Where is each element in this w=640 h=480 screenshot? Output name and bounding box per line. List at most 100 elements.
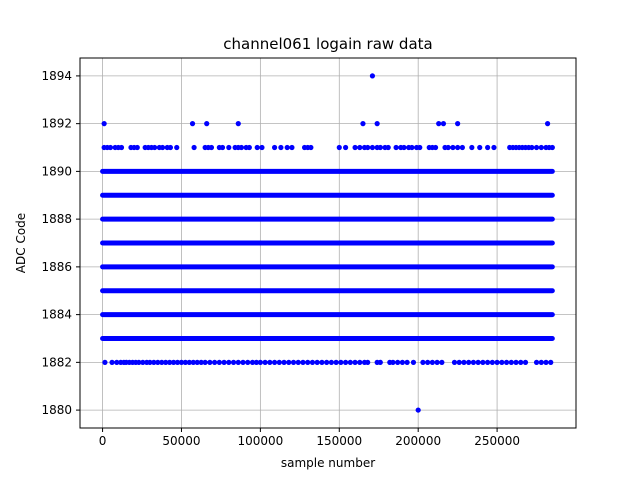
data-point	[314, 359, 320, 365]
data-point	[238, 144, 245, 151]
data-point	[235, 359, 241, 365]
data-point	[259, 144, 265, 151]
data-point	[328, 359, 334, 365]
data-point	[342, 359, 349, 365]
data-point	[286, 359, 292, 365]
data-point	[281, 359, 287, 365]
data-point	[450, 144, 456, 151]
data-point	[174, 359, 181, 365]
data-point	[420, 359, 426, 365]
data-point	[445, 144, 451, 151]
data-point	[365, 144, 371, 151]
data-point	[221, 359, 227, 365]
data-point	[352, 359, 358, 365]
data-point	[219, 144, 226, 151]
data-point	[230, 359, 237, 365]
data-point	[461, 359, 467, 365]
data-point	[167, 144, 174, 151]
data-point	[152, 144, 158, 151]
data-point	[102, 359, 108, 365]
data-point	[186, 359, 192, 365]
data-point	[544, 121, 551, 127]
data-points	[100, 73, 555, 413]
data-point	[189, 121, 196, 127]
data-point	[333, 359, 339, 365]
data-point	[101, 121, 107, 127]
data-point	[409, 144, 415, 151]
data-point	[300, 359, 306, 365]
data-point	[377, 144, 383, 151]
data-point	[518, 359, 524, 365]
data-point	[377, 359, 383, 365]
data-point	[212, 359, 218, 365]
data-point	[309, 359, 316, 365]
data-point	[440, 121, 447, 127]
data-point	[434, 359, 440, 365]
data-point	[336, 144, 342, 151]
data-point	[390, 359, 396, 365]
data-point	[451, 359, 458, 365]
data-point	[249, 359, 256, 365]
data-point	[513, 359, 519, 365]
data-point	[485, 144, 491, 151]
data-point	[262, 359, 268, 365]
data-point	[155, 359, 161, 365]
data-point	[245, 359, 251, 365]
data-point	[290, 359, 297, 365]
data-point	[107, 144, 114, 151]
data-point	[522, 359, 529, 365]
data-point	[455, 121, 461, 127]
data-point	[374, 121, 380, 127]
data-point	[267, 359, 273, 365]
data-point	[208, 144, 215, 151]
data-point	[174, 144, 180, 151]
data-point	[207, 359, 213, 365]
data-point	[271, 359, 278, 365]
data-point	[357, 144, 363, 151]
data-point	[240, 359, 246, 365]
y-axis-title: ADC Code	[14, 213, 28, 273]
data-point	[508, 359, 514, 365]
data-point	[489, 359, 495, 365]
y-tick-label: 1888	[41, 212, 72, 226]
data-point	[159, 144, 166, 151]
data-point	[182, 359, 189, 365]
data-point	[136, 359, 142, 365]
data-point	[216, 359, 222, 365]
data-point	[477, 144, 483, 151]
data-point	[549, 144, 555, 151]
data-point	[538, 359, 544, 365]
data-point	[254, 144, 260, 151]
data-point	[485, 359, 491, 365]
data-point	[295, 359, 301, 365]
data-point	[163, 359, 169, 365]
data-point	[529, 144, 535, 151]
data-point	[151, 359, 157, 365]
data-point	[190, 359, 196, 365]
plot-frame	[79, 57, 577, 429]
data-point	[365, 359, 371, 365]
data-point	[342, 144, 349, 151]
y-tick-label: 1884	[41, 308, 72, 322]
data-point	[503, 359, 510, 365]
data-point	[491, 144, 497, 151]
data-point	[533, 144, 540, 151]
data-point	[385, 144, 391, 151]
y-tick-label: 1882	[41, 355, 72, 369]
data-point	[198, 359, 204, 365]
y-tick-label: 1890	[41, 164, 72, 178]
y-axis: 1880 1882 1884 1886 1888 1890 1892 1894	[41, 69, 80, 417]
data-point	[278, 144, 284, 151]
data-point	[466, 359, 472, 365]
data-point	[246, 144, 252, 151]
data-point	[425, 359, 431, 365]
x-axis-title: sample number	[281, 456, 375, 470]
data-point	[429, 359, 435, 365]
data-point	[167, 359, 173, 365]
data-point	[194, 359, 200, 365]
data-point	[393, 144, 399, 151]
data-point	[109, 359, 115, 365]
data-point	[395, 359, 401, 365]
data-point	[308, 144, 314, 151]
